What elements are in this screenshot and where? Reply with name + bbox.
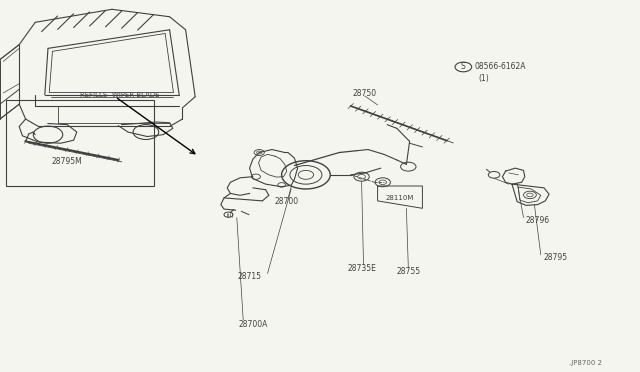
Text: 28795: 28795 (543, 253, 568, 262)
Text: .JP8700 2: .JP8700 2 (568, 360, 602, 366)
Text: (1): (1) (479, 74, 490, 83)
Text: 28755: 28755 (396, 267, 420, 276)
Text: 08566-6162A: 08566-6162A (475, 62, 526, 71)
Text: 28700A: 28700A (238, 320, 268, 329)
Text: 28795M: 28795M (52, 157, 83, 166)
Text: S: S (461, 62, 466, 71)
Text: 28750: 28750 (353, 89, 377, 97)
Bar (6, 100, 154, 186)
Text: 28110M: 28110M (386, 195, 414, 201)
Text: 28715: 28715 (237, 272, 262, 280)
Text: 28700: 28700 (275, 197, 299, 206)
Text: 28796: 28796 (525, 216, 550, 225)
Text: REFILLS- WIPER BLADE: REFILLS- WIPER BLADE (80, 92, 159, 98)
Text: 28735E: 28735E (347, 264, 376, 273)
